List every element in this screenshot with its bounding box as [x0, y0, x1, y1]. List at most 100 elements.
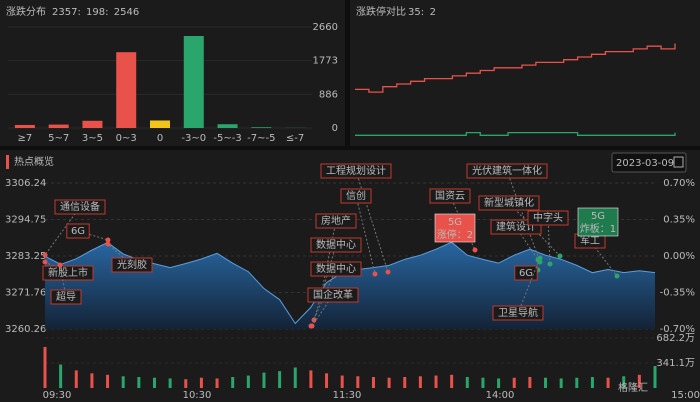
volume-bar: [371, 377, 375, 388]
volume-bar: [246, 375, 250, 388]
bar: [82, 120, 103, 128]
date-picker[interactable]: [611, 152, 687, 173]
volume-tick-label: 341.1万: [656, 358, 695, 369]
annotation-box: [527, 210, 569, 226]
volume-bar: [262, 372, 266, 388]
annotation-label: 建筑设计: [496, 220, 536, 233]
annotation-box: [315, 213, 357, 229]
bar: [183, 35, 204, 128]
annotation-box: [514, 265, 538, 281]
badge-name: 5G: [591, 211, 605, 222]
annotation-box: [466, 163, 548, 179]
volume-bar: [137, 377, 141, 388]
badge: [577, 207, 619, 237]
annotation-dot: [42, 259, 48, 265]
bar: [48, 124, 69, 128]
volume-bar: [168, 378, 172, 388]
annotation-label: 国资云: [435, 190, 465, 202]
volume-bar: [278, 371, 282, 388]
volume-bar: [106, 374, 110, 388]
annotation-label: 卫星导航: [498, 306, 538, 319]
volume-bar: [575, 377, 579, 388]
volume-bar: [434, 375, 438, 388]
annotation-label: 房地产: [321, 214, 351, 227]
volume-bar: [293, 367, 297, 388]
panel: [0, 0, 345, 146]
annotation-label: 新型城镇化: [484, 196, 534, 209]
title-accent: [6, 155, 9, 169]
annotation-dot: [547, 261, 553, 267]
badge-text: 涨停：2: [437, 228, 473, 241]
x-tick-label: -5~-3: [213, 133, 241, 144]
volume-bar: [43, 346, 47, 388]
x-tick-label: 3~5: [82, 133, 103, 144]
volume-tick-label: 682.2万: [656, 333, 695, 344]
x-tick-label: 0: [157, 133, 163, 144]
x-tick-label: 0~3: [116, 133, 137, 144]
annotation-leader: [313, 244, 337, 321]
annotation-dot: [105, 237, 111, 243]
x-tick-label: -7~-5: [247, 133, 275, 144]
y-tick-label: 3283.25: [5, 251, 46, 262]
volume-bar: [559, 378, 563, 388]
annotation-label: 光刻胶: [117, 258, 147, 271]
volume-bar: [340, 375, 344, 388]
volume-bar: [418, 376, 422, 388]
calendar-icon[interactable]: [673, 156, 684, 168]
volume-bar: [637, 374, 641, 388]
annotation-label: 新股上市: [48, 266, 88, 279]
summary: 35:: [408, 7, 424, 18]
annotation-leader: [517, 257, 541, 314]
annotation-label: 6G: [71, 226, 85, 237]
annotation-leader: [355, 170, 389, 273]
bar: [150, 120, 170, 128]
y2-tick-label: -0.35%: [660, 288, 695, 299]
bar: [251, 127, 272, 128]
annotation-dot: [472, 247, 478, 253]
annotation-label: 工程规划设计: [326, 164, 386, 177]
annotation-box: [320, 163, 392, 179]
y2-tick-label: -0.70%: [660, 324, 695, 335]
y-tick-label: 0: [332, 123, 338, 134]
x-tick-label: -3~0: [181, 133, 206, 144]
annotation-label: 国企改革: [313, 288, 353, 301]
y-tick-label: 3306.24: [5, 178, 46, 189]
volume-bar: [387, 377, 391, 388]
annotation-box: [50, 289, 82, 305]
annotation-box: [492, 305, 544, 321]
annotation-dot: [537, 255, 543, 261]
volume-bar: [528, 377, 532, 388]
x-tick-label: 5~7: [48, 133, 69, 144]
annotation-label: 数据中心: [316, 262, 356, 275]
annotation-box: [307, 287, 359, 303]
badge: [434, 213, 476, 243]
x-tick-label: 15:00: [671, 390, 700, 401]
y-tick-label: 1773: [313, 56, 338, 67]
annotation-box: [42, 265, 94, 281]
volume-bar: [199, 377, 203, 388]
annotation-label: 中字头: [533, 211, 563, 224]
x-tick-label: ≥7: [18, 133, 33, 144]
annotation-box: [310, 261, 362, 277]
annotation-label: 数据中心: [316, 238, 356, 251]
x-tick-label: 14:00: [486, 390, 515, 401]
bar: [14, 124, 35, 128]
volume-bar: [544, 377, 548, 388]
volume-bar: [74, 370, 78, 388]
volume-bar: [512, 377, 516, 388]
annotation-dot: [105, 241, 111, 247]
annotation-leader: [355, 195, 376, 275]
volume-bar: [450, 374, 454, 388]
annotation-leader: [319, 220, 337, 301]
annotation-dot: [42, 252, 48, 258]
y-tick-label: 3260.26: [5, 324, 46, 335]
line-series: [355, 131, 676, 136]
x-tick-label: 10:30: [183, 390, 212, 401]
annotation-dot: [614, 273, 620, 279]
annotation-box: [66, 223, 90, 239]
annotation-label: 军工: [580, 235, 600, 247]
y-tick-label: 886: [319, 89, 338, 100]
line-series: [355, 43, 676, 93]
annotation-leader: [589, 240, 618, 277]
